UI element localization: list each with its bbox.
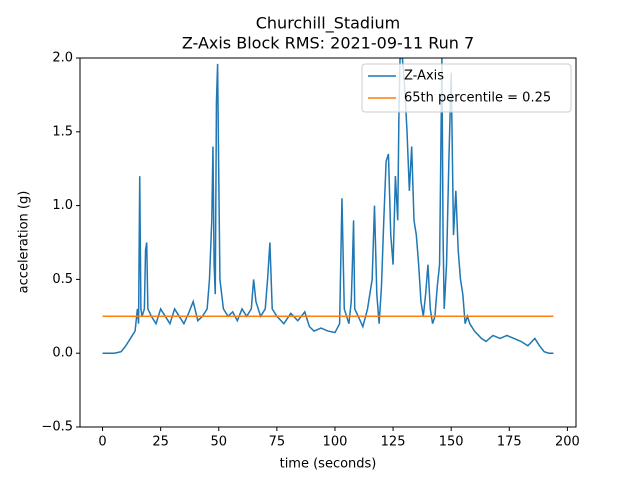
chart-subtitle: Z-Axis Block RMS: 2021-09-11 Run 7 bbox=[182, 34, 474, 53]
x-tick-label: 175 bbox=[497, 435, 522, 450]
x-axis-label: time (seconds) bbox=[280, 457, 377, 472]
plot-frame bbox=[79, 57, 577, 428]
y-tick-label: 1.5 bbox=[52, 124, 73, 139]
x-tick-label: 0 bbox=[98, 435, 106, 450]
x-tick-label: 75 bbox=[269, 435, 286, 450]
legend-box bbox=[361, 63, 572, 113]
legend-label: 65th percentile = 0.25 bbox=[404, 91, 551, 106]
y-tick-label: 2.0 bbox=[52, 51, 73, 66]
legend-label: Z-Axis bbox=[404, 69, 444, 84]
x-tick-label: 125 bbox=[381, 435, 406, 450]
x-tick-label: 100 bbox=[323, 435, 348, 450]
x-tick-label: 25 bbox=[152, 435, 169, 450]
y-tick-label: 0.5 bbox=[52, 272, 73, 287]
x-tick-label: 150 bbox=[439, 435, 464, 450]
x-tick-label: 50 bbox=[210, 435, 227, 450]
data-line bbox=[102, 58, 554, 354]
x-tick-label: 200 bbox=[555, 435, 580, 450]
y-tick-label: −0.5 bbox=[41, 420, 73, 435]
y-axis-label: acceleration (g) bbox=[17, 191, 32, 294]
y-tick-label: 1.0 bbox=[52, 198, 73, 213]
chart-title: Churchill_Stadium bbox=[256, 14, 401, 34]
y-tick-label: 0.0 bbox=[52, 346, 73, 361]
